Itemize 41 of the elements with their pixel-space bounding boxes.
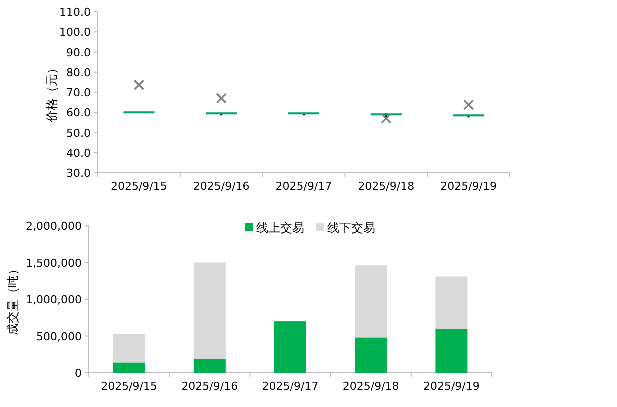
y-axis-title: 成交量（吨） (6, 264, 20, 336)
x-tick-label: 2025/9/15 (110, 180, 168, 193)
y-tick-label: 50.0 (66, 126, 91, 140)
legend-label: 线上交易 (256, 221, 304, 235)
point (381, 113, 392, 124)
bar (194, 262, 226, 360)
x-tick-label: 2025/9/15 (101, 380, 158, 393)
y-tick-label: 30.0 (66, 167, 91, 180)
bar (436, 328, 468, 373)
point (463, 100, 474, 110)
bar (194, 359, 226, 373)
x-tick-label: 2025/9/16 (182, 380, 238, 393)
x-tick-label: 2025/9/17 (276, 180, 332, 193)
y-tick-label: 60.0 (66, 106, 91, 120)
y-tick-label: 1,000,000 (26, 294, 82, 306)
legend-label: 线下交易 (328, 221, 376, 235)
bar (436, 276, 468, 329)
y-tick-label: 1,500,000 (26, 256, 82, 270)
bar (355, 266, 388, 338)
y-tick-label: 70.0 (66, 86, 91, 100)
point (216, 93, 227, 104)
bar (355, 338, 388, 373)
x-tick-label: 2025/9/18 (342, 380, 400, 393)
y-tick-label: 40.0 (66, 146, 91, 160)
point (134, 80, 145, 90)
x-tick-label: 2025/9/17 (262, 380, 319, 393)
bar (274, 322, 306, 373)
y-tick-label: 2,000,000 (26, 220, 82, 233)
y-tick-label: 100.0 (60, 26, 91, 40)
y-tick-label: 90.0 (66, 46, 91, 60)
x-tick-label: 2025/9/18 (358, 180, 415, 193)
x-tick-label: 2025/9/19 (423, 380, 480, 393)
x-tick-label: 2025/9/19 (440, 180, 498, 193)
y-axis-title: 价格（元） (45, 62, 59, 124)
y-tick-label: 80.0 (66, 66, 91, 80)
x-tick-label: 2025/9/16 (193, 180, 250, 193)
y-tick-label: 110.0 (60, 6, 91, 19)
bar (113, 362, 146, 373)
bar (113, 334, 146, 363)
y-tick-label: 0 (75, 367, 82, 380)
y-tick-label: 500,000 (36, 330, 82, 344)
